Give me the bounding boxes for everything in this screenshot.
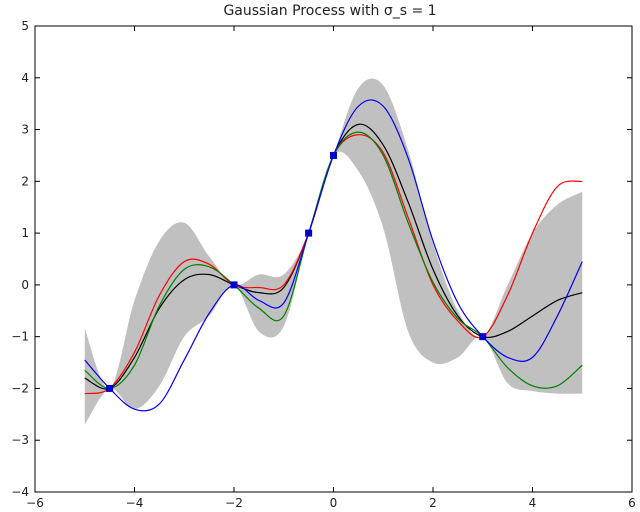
- x-tick-label: −4: [126, 496, 144, 510]
- confidence-band-layer: [84, 78, 583, 425]
- y-tick-label: 3: [21, 123, 29, 137]
- observation-point: [305, 229, 313, 237]
- x-tick-label: 0: [330, 496, 338, 510]
- x-tick-label: 2: [429, 496, 437, 510]
- observation-point: [330, 151, 337, 159]
- y-tick-label: 0: [21, 278, 29, 292]
- y-tick-label: 1: [21, 226, 29, 240]
- y-tick-label: −3: [11, 433, 29, 447]
- observation-point: [479, 333, 487, 341]
- x-tick-label: 6: [628, 496, 636, 510]
- y-tick-label: −2: [11, 381, 29, 395]
- y-tick-label: −4: [11, 485, 29, 499]
- observation-point: [230, 281, 238, 289]
- x-tick-label: 4: [529, 496, 537, 510]
- chart-title: Gaussian Process with σ_s = 1: [223, 3, 436, 19]
- y-tick-label: −1: [11, 330, 29, 344]
- confidence-band: [84, 78, 583, 425]
- y-tick-label: 4: [21, 71, 29, 85]
- y-tick-label: 5: [21, 19, 29, 33]
- x-tick-label: −6: [26, 496, 44, 510]
- x-tick-label: −2: [225, 496, 243, 510]
- y-tick-label: 2: [21, 174, 29, 188]
- observation-point: [106, 384, 114, 392]
- observation-points-layer: [106, 151, 487, 392]
